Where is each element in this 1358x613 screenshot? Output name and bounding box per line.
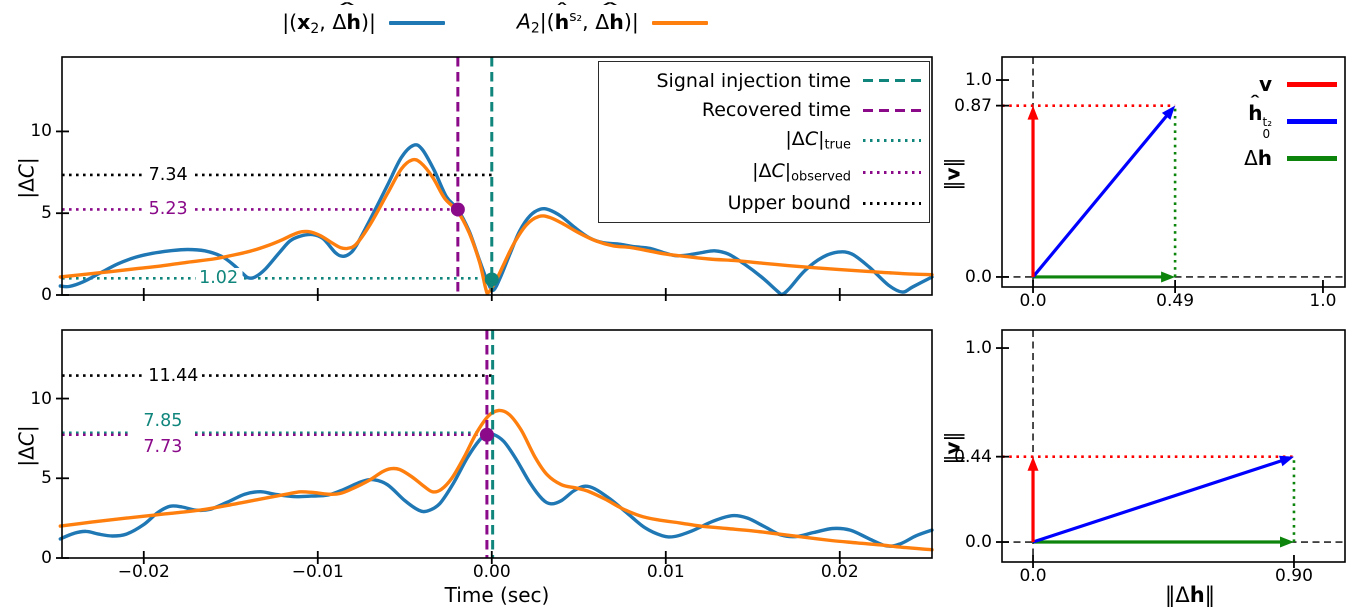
top_right-vector-h0t2 xyxy=(1031,111,1171,278)
y-tick-label: 5 xyxy=(41,468,52,489)
x-tick-label: 1.0 xyxy=(1309,291,1337,311)
x-tick-label: 0.0 xyxy=(1019,291,1047,311)
y-tick-label: 0.44 xyxy=(954,446,992,467)
figure-legend-label-blue: |(x2, ˆ Δh)| xyxy=(282,0,376,37)
figure-legend: |(x2, ˆ Δh)| A2|(ˆ hs₂, ˆ Δh)| xyxy=(225,0,765,42)
y-tick-label: 0.0 xyxy=(964,532,992,553)
legend-line-sample-dotted xyxy=(863,201,921,205)
vector-legend-entry-0: v xyxy=(1195,70,1337,98)
y-tick-label: 0 xyxy=(41,285,52,305)
legend-line-sample-dotted xyxy=(863,171,921,175)
x-tick-label: −0.02 xyxy=(117,562,170,582)
y-tick-label: 10 xyxy=(30,121,52,142)
annotation-1.02: 1.02 xyxy=(195,268,243,289)
legend-label: Signal injection time xyxy=(656,69,852,92)
vector-legend-line-sample xyxy=(1287,155,1337,161)
annotation-7.85: 7.85 xyxy=(143,410,183,431)
vector-legend-label: Δh xyxy=(1244,146,1272,170)
figure-legend-label-orange: A2|(ˆ hs₂, ˆ Δh)| xyxy=(516,1,639,37)
vector-plot-legend: v ˆ h t₂ 0 Δh xyxy=(1195,70,1337,172)
y-tick-label: 0.0 xyxy=(964,266,992,287)
bottom_right-vector-h0t2-head xyxy=(1279,455,1294,467)
legend-entry-3: |ΔC|observed xyxy=(603,160,921,185)
hat-accent: ˆ xyxy=(600,1,619,19)
x-tick-label: 0.0 xyxy=(1019,566,1047,586)
x-tick-label: −0.01 xyxy=(291,562,344,582)
figure-legend-entry-blue: |(x2, ˆ Δh)| xyxy=(282,0,445,37)
y-tick-label: 0.87 xyxy=(954,95,992,116)
y-tick-label: 5 xyxy=(41,203,52,224)
legend-line-sample-dashed xyxy=(863,108,921,112)
legend-entry-4: Upper bound xyxy=(603,192,921,214)
vector-legend-entry-2: Δh xyxy=(1195,144,1337,172)
vector-legend-line-sample xyxy=(1287,118,1337,124)
bottom_right-vector-h0t2 xyxy=(1032,457,1287,544)
top_right-vector-h0t2-head xyxy=(1161,105,1176,120)
legend-line-sample-dashed xyxy=(863,79,921,83)
x-tick-label: 0.49 xyxy=(1156,291,1195,311)
bottom_right-spines xyxy=(1001,329,1346,563)
legend-label: |ΔC|observed xyxy=(752,160,851,185)
bottom_right-vector-dh-head xyxy=(1280,536,1294,548)
annotation-backing xyxy=(131,408,194,459)
legend-line-sample-dotted xyxy=(863,139,921,143)
legend-entry-2: |ΔC|true xyxy=(603,128,921,153)
top-plot-legend-box: Signal injection time Recovered time |ΔC|t… xyxy=(598,61,930,223)
x-tick-label: 0.90 xyxy=(1275,566,1313,586)
bottom_left-spines xyxy=(61,329,933,559)
x-tick-label: 0.00 xyxy=(472,562,511,582)
legend-entry-1: Recovered time xyxy=(603,99,921,121)
annotation-11.44: 11.44 xyxy=(144,365,203,386)
bottom_left-curve-orange xyxy=(58,408,934,552)
legend-label: Recovered time xyxy=(701,99,851,122)
y-tick-label: 0 xyxy=(41,548,52,568)
legend-label: |ΔC|true xyxy=(785,128,851,153)
bottom_left-marker-purple xyxy=(479,427,494,442)
x-axis-label-time: Time (sec) xyxy=(444,583,550,607)
x-tick-label: 0.01 xyxy=(646,562,685,582)
hat-accent: ˆ xyxy=(1249,92,1262,110)
top_right-vector-v-head xyxy=(1027,105,1039,120)
top_left-marker-purple xyxy=(450,202,465,217)
top_left-marker-teal xyxy=(484,272,499,287)
bottom_right-vector-v-head xyxy=(1027,456,1039,471)
y-axis-label-top-left: |ΔC| xyxy=(14,157,39,199)
annotation-7.73: 7.73 xyxy=(143,436,183,457)
figure-legend-line-orange xyxy=(651,20,708,26)
annotation-7.34: 7.34 xyxy=(144,164,192,185)
y-axis-label-bottom-left: |ΔC| xyxy=(14,425,39,467)
top_right-spines xyxy=(1001,56,1346,288)
top_left-spines xyxy=(61,56,933,296)
hat-accent: ˆ xyxy=(337,0,357,18)
figure-legend-line-blue xyxy=(388,20,445,26)
vector-legend-line-sample xyxy=(1287,81,1337,87)
y-tick-label: 1.0 xyxy=(964,338,992,359)
annotation-5.23: 5.23 xyxy=(144,199,192,220)
vector-legend-label: v xyxy=(1258,72,1272,96)
legend-entry-0: Signal injection time xyxy=(603,70,921,92)
vector-legend-label: ˆ h t₂ 0 xyxy=(1248,92,1272,142)
legend-label: Upper bound xyxy=(727,192,851,215)
top_left-curve-orange xyxy=(58,157,934,295)
y-axis-label-top-right: ‖v‖ xyxy=(940,157,965,191)
x-axis-label-dh: ‖Δh‖ xyxy=(1164,583,1216,607)
y-tick-label: 10 xyxy=(30,388,52,409)
x-tick-label: 0.02 xyxy=(820,562,859,582)
vector-legend-entry-1: ˆ h t₂ 0 xyxy=(1195,94,1337,140)
y-tick-label: 1.0 xyxy=(964,70,992,91)
hat-accent: ˆ xyxy=(555,1,569,19)
figure-legend-entry-orange: A2|(ˆ hs₂, ˆ Δh)| xyxy=(516,1,708,37)
top_right-vector-dh-head xyxy=(1161,271,1176,283)
